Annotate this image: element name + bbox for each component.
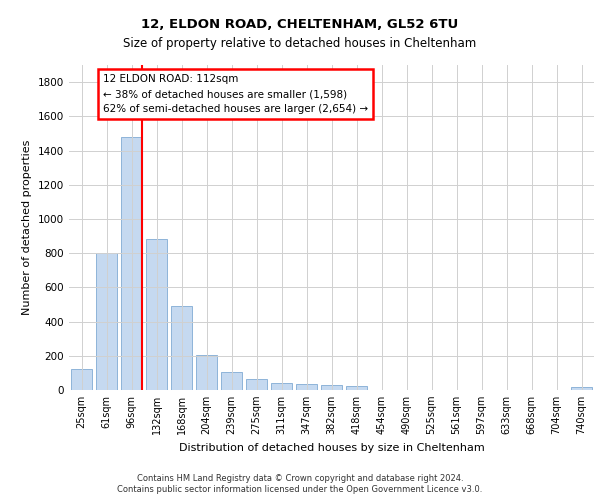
Bar — [221, 372, 242, 390]
Bar — [196, 355, 217, 390]
Text: 12, ELDON ROAD, CHELTENHAM, GL52 6TU: 12, ELDON ROAD, CHELTENHAM, GL52 6TU — [142, 18, 458, 30]
Text: Contains HM Land Registry data © Crown copyright and database right 2024.
Contai: Contains HM Land Registry data © Crown c… — [118, 474, 482, 494]
Bar — [96, 253, 117, 390]
Y-axis label: Number of detached properties: Number of detached properties — [22, 140, 32, 315]
Bar — [321, 385, 342, 390]
Bar — [346, 386, 367, 390]
Bar — [271, 383, 292, 390]
Text: Size of property relative to detached houses in Cheltenham: Size of property relative to detached ho… — [124, 38, 476, 51]
Bar — [121, 137, 142, 390]
Text: 12 ELDON ROAD: 112sqm
← 38% of detached houses are smaller (1,598)
62% of semi-d: 12 ELDON ROAD: 112sqm ← 38% of detached … — [103, 74, 368, 114]
Bar — [571, 386, 592, 390]
Bar — [171, 306, 192, 390]
X-axis label: Distribution of detached houses by size in Cheltenham: Distribution of detached houses by size … — [179, 442, 484, 452]
Bar — [71, 368, 92, 390]
Bar — [146, 240, 167, 390]
Bar — [246, 379, 267, 390]
Bar — [296, 384, 317, 390]
